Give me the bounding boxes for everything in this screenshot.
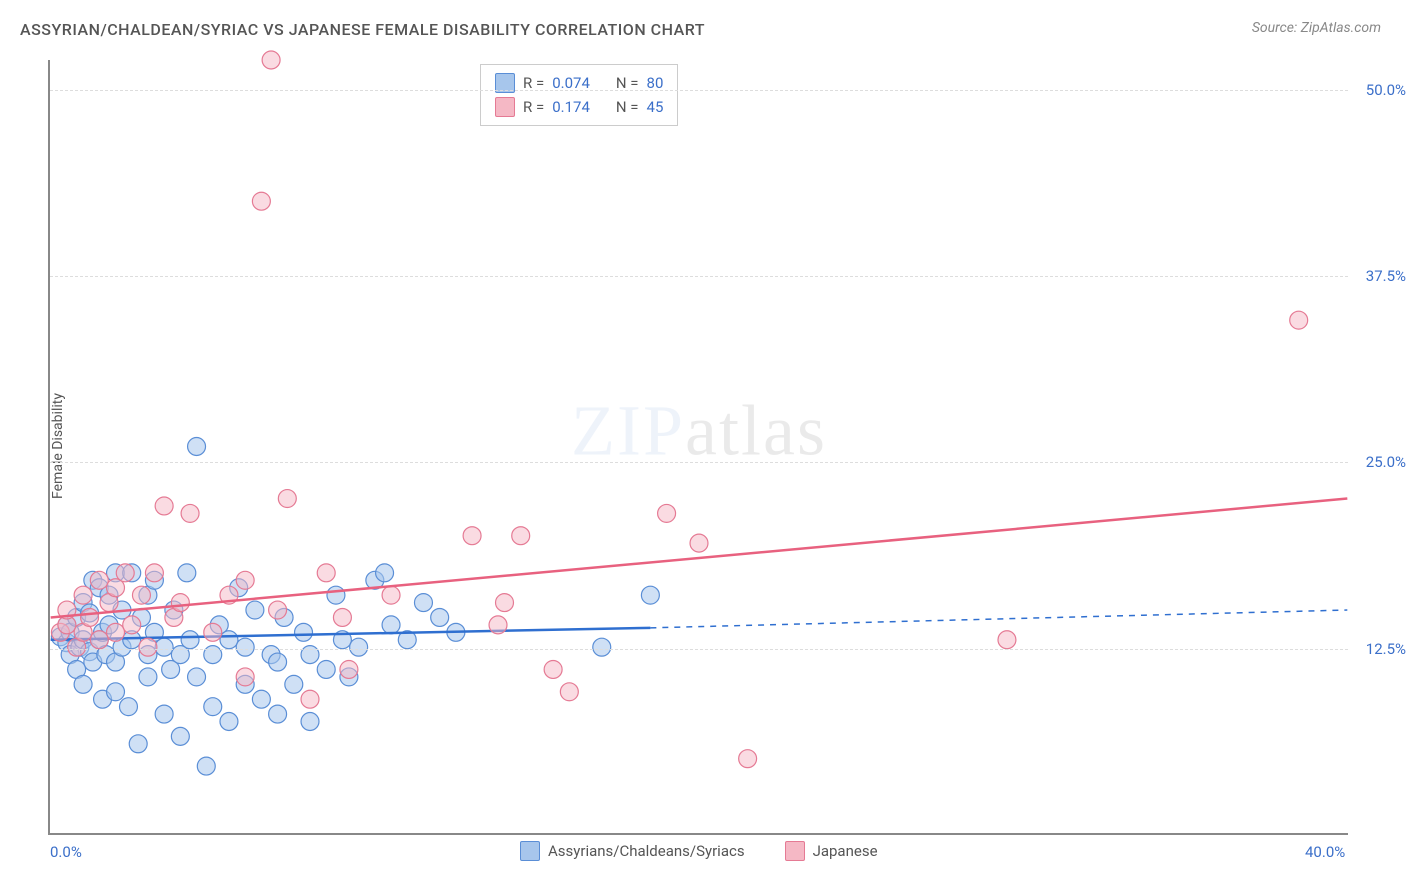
data-point xyxy=(181,631,199,649)
legend-label-2: Japanese xyxy=(813,842,878,860)
series-legend: Assyrians/Chaldeans/Syriacs Japanese xyxy=(520,841,878,861)
data-point xyxy=(269,653,287,671)
plot-area: ZIPatlas R = 0.074 N = 80 R = 0.174 N = … xyxy=(48,60,1348,835)
data-point xyxy=(90,631,108,649)
data-point xyxy=(269,705,287,723)
data-point xyxy=(739,750,757,768)
data-point xyxy=(145,564,163,582)
data-point xyxy=(301,713,319,731)
data-point xyxy=(74,675,92,693)
data-point xyxy=(116,564,134,582)
source-label: Source: ZipAtlas.com xyxy=(1252,20,1381,36)
trend-line xyxy=(51,499,1348,618)
y-tick-label: 12.5% xyxy=(1366,640,1406,658)
data-point xyxy=(252,690,270,708)
data-point xyxy=(333,608,351,626)
data-point xyxy=(512,527,530,545)
data-point xyxy=(220,713,238,731)
data-point xyxy=(197,757,215,775)
data-point xyxy=(690,534,708,552)
data-point xyxy=(1290,311,1308,329)
data-point xyxy=(119,698,137,716)
swatch-bottom-2 xyxy=(785,841,805,861)
legend-label-1: Assyrians/Chaldeans/Syriacs xyxy=(548,842,745,860)
data-point xyxy=(178,564,196,582)
legend-item-1: Assyrians/Chaldeans/Syriacs xyxy=(520,841,745,861)
y-tick-label: 25.0% xyxy=(1366,453,1406,471)
data-point xyxy=(544,661,562,679)
trend-line-extrapolation xyxy=(650,610,1347,628)
y-tick-label: 37.5% xyxy=(1366,267,1406,285)
data-point xyxy=(658,504,676,522)
data-point xyxy=(90,571,108,589)
data-point xyxy=(155,638,173,656)
data-point xyxy=(382,616,400,634)
data-point xyxy=(593,638,611,656)
data-point xyxy=(204,623,222,641)
chart-container: ASSYRIAN/CHALDEAN/SYRIAC VS JAPANESE FEM… xyxy=(0,0,1406,892)
data-point xyxy=(246,601,264,619)
data-point xyxy=(295,623,313,641)
data-point xyxy=(236,571,254,589)
gridline xyxy=(50,90,1348,91)
data-point xyxy=(188,438,206,456)
data-point xyxy=(317,564,335,582)
data-point xyxy=(81,608,99,626)
data-point xyxy=(496,594,514,612)
data-point xyxy=(301,690,319,708)
x-tick-label: 40.0% xyxy=(1305,843,1345,861)
data-point xyxy=(252,192,270,210)
data-point xyxy=(278,490,296,508)
data-point xyxy=(171,727,189,745)
data-point xyxy=(132,586,150,604)
data-point xyxy=(285,675,303,693)
data-point xyxy=(155,497,173,515)
data-point xyxy=(139,668,157,686)
data-point xyxy=(171,594,189,612)
data-point xyxy=(107,683,125,701)
data-point xyxy=(350,638,368,656)
data-point xyxy=(236,668,254,686)
data-point xyxy=(188,668,206,686)
chart-title: ASSYRIAN/CHALDEAN/SYRIAC VS JAPANESE FEM… xyxy=(20,20,705,39)
data-point xyxy=(489,616,507,634)
legend-item-2: Japanese xyxy=(785,841,878,861)
data-point xyxy=(340,661,358,679)
data-point xyxy=(376,564,394,582)
x-tick-label: 0.0% xyxy=(50,843,82,861)
data-point xyxy=(327,586,345,604)
data-point xyxy=(431,608,449,626)
data-point xyxy=(262,51,280,69)
data-point xyxy=(139,638,157,656)
gridline xyxy=(50,276,1348,277)
data-point xyxy=(155,705,173,723)
data-point xyxy=(74,586,92,604)
gridline xyxy=(50,462,1348,463)
swatch-bottom-1 xyxy=(520,841,540,861)
data-point xyxy=(382,586,400,604)
y-tick-label: 50.0% xyxy=(1366,81,1406,99)
data-point xyxy=(129,735,147,753)
gridline xyxy=(50,649,1348,650)
data-point xyxy=(123,616,141,634)
data-point xyxy=(317,661,335,679)
data-point xyxy=(220,631,238,649)
data-point xyxy=(641,586,659,604)
data-point xyxy=(236,638,254,656)
data-point xyxy=(181,504,199,522)
data-point xyxy=(414,594,432,612)
data-point xyxy=(560,683,578,701)
data-point xyxy=(204,698,222,716)
data-point xyxy=(107,623,125,641)
plot-svg xyxy=(50,60,1348,833)
data-point xyxy=(998,631,1016,649)
data-point xyxy=(463,527,481,545)
data-point xyxy=(269,601,287,619)
